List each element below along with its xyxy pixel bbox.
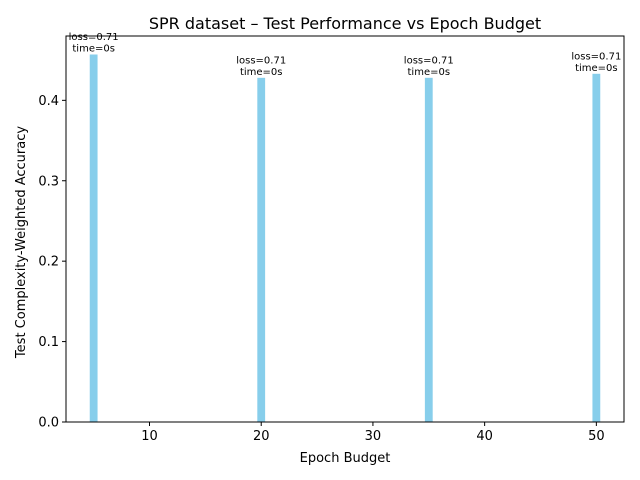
y-tick-label-4: 0.4 [38, 94, 59, 109]
bars-layer [89, 54, 601, 423]
x-tick-label-30: 30 [365, 429, 382, 444]
plot-frame [65, 35, 625, 423]
y-axis-title: Test Complexity-Weighted Accuracy [14, 126, 29, 359]
y-tick-label-0: 0.0 [38, 416, 59, 431]
x-tick-label-40: 40 [476, 429, 493, 444]
bar-annotation-35-line-2: time=0s [408, 67, 451, 78]
bar-epoch-50 [592, 73, 601, 422]
bar-annotation-35-line-1: loss=0.71 [404, 55, 454, 66]
x-tick-label-10: 10 [141, 429, 158, 444]
x-axis-ticks: 10 20 30 40 50 [141, 422, 605, 444]
bar-annotation-5-line-2: time=0s [72, 43, 115, 54]
bar-epoch-5 [89, 54, 98, 422]
bar-annotation-5-line-1: loss=0.71 [69, 32, 119, 43]
annotations-layer: loss=0.71time=0sloss=0.71time=0sloss=0.7… [69, 32, 622, 78]
y-tick-label-3: 0.3 [38, 174, 59, 189]
bar-annotation-20-line-1: loss=0.71 [236, 55, 286, 66]
chart-title: SPR dataset – Test Performance vs Epoch … [149, 14, 541, 33]
x-tick-label-20: 20 [253, 429, 270, 444]
y-tick-label-2: 0.2 [38, 255, 59, 270]
x-tick-label-50: 50 [588, 429, 605, 444]
y-tick-label-1: 0.1 [38, 335, 59, 350]
y-axis-ticks: 0.0 0.1 0.2 0.3 0.4 [38, 94, 66, 431]
bar-annotation-50-line-2: time=0s [575, 63, 618, 74]
bar-epoch-20 [257, 77, 266, 423]
bar-epoch-35 [424, 77, 433, 423]
bar-annotation-20-line-2: time=0s [240, 67, 283, 78]
x-axis-title: Epoch Budget [300, 451, 391, 466]
bar-annotation-50-line-1: loss=0.71 [571, 51, 621, 62]
